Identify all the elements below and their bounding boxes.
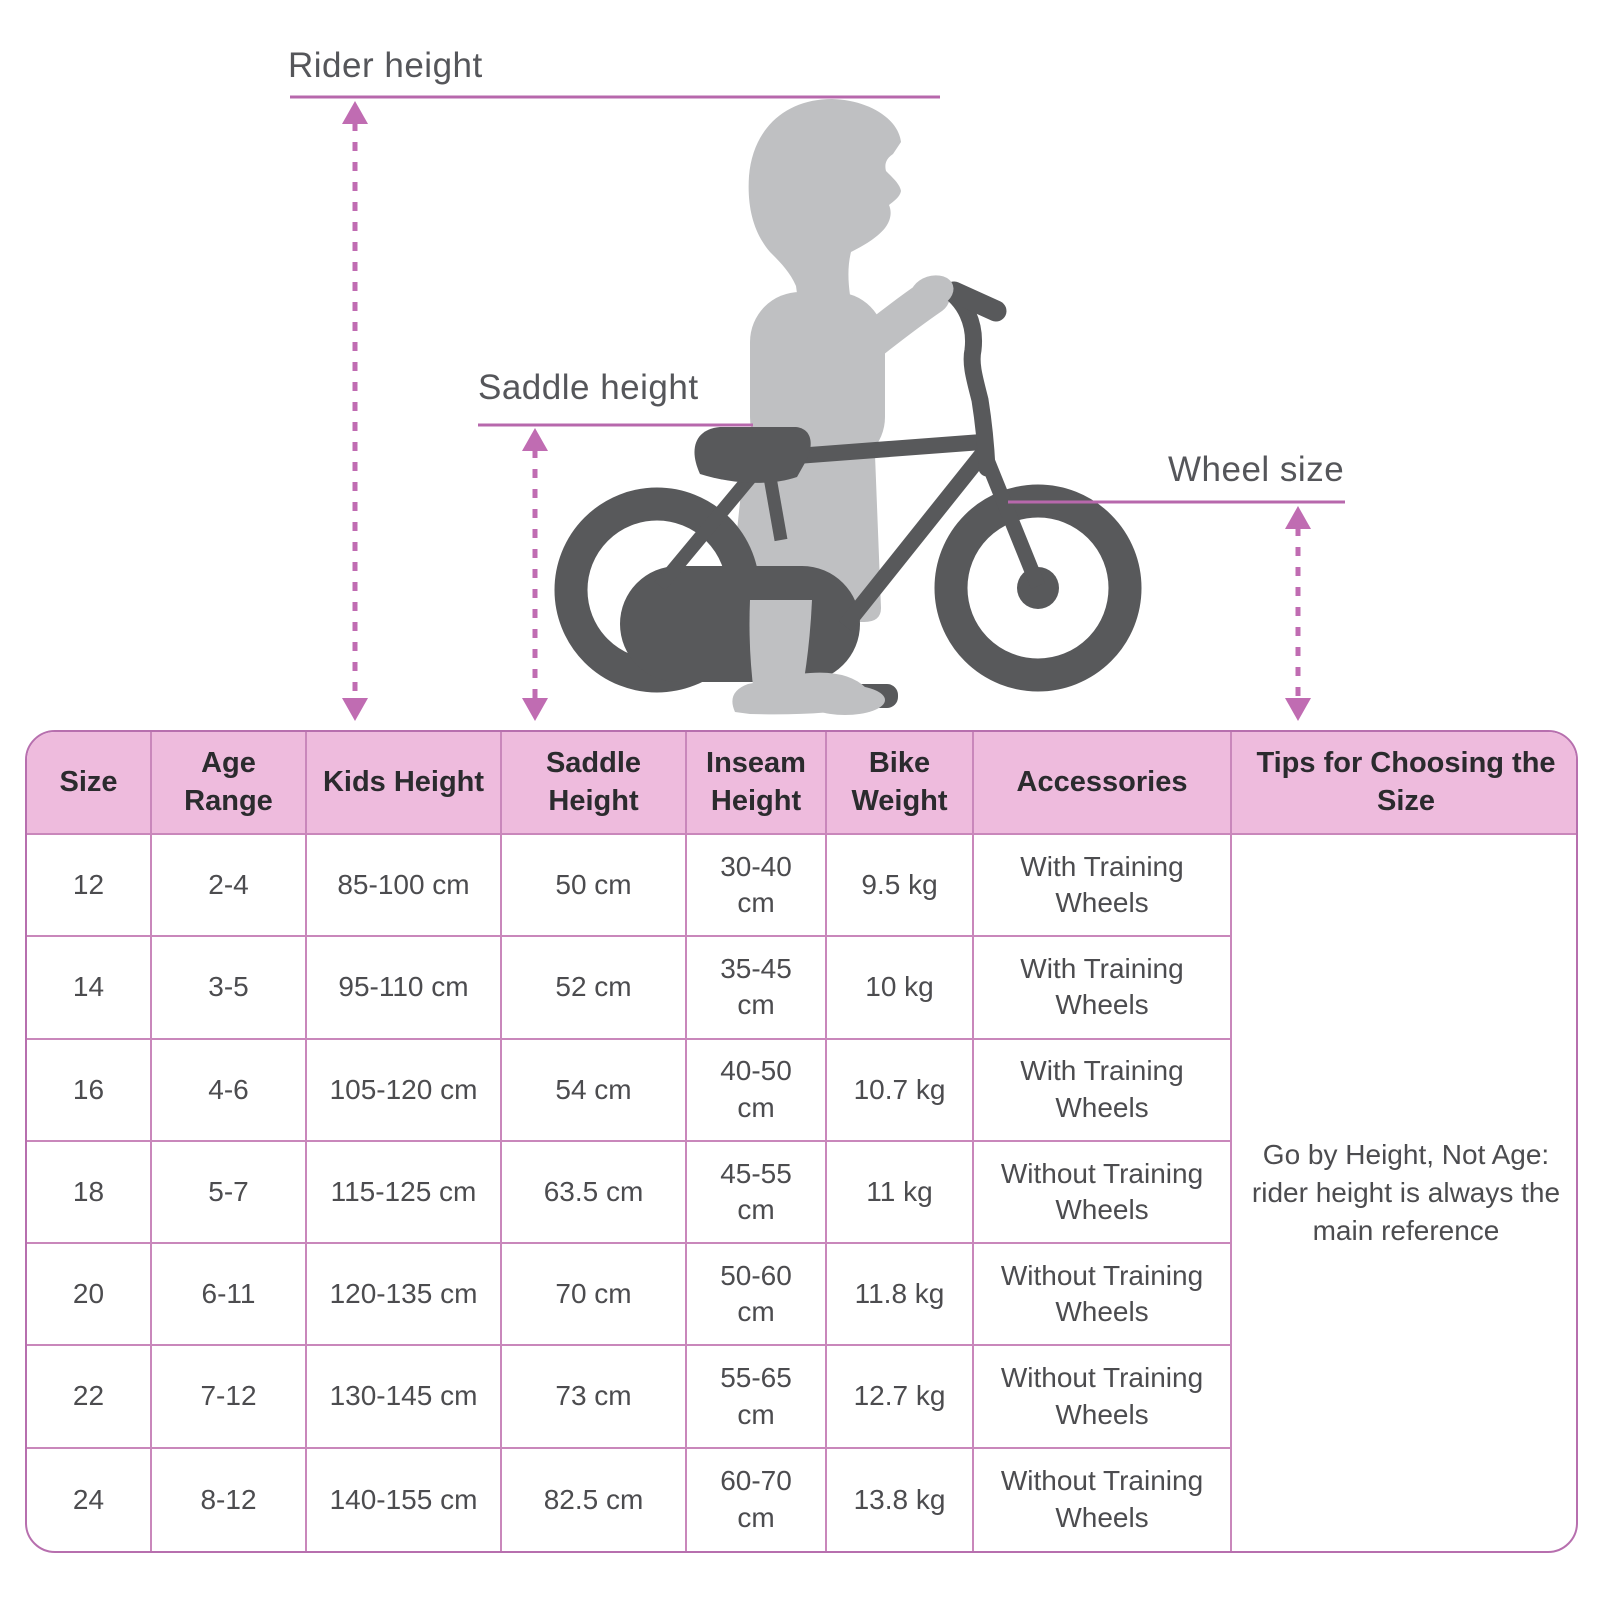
rider-height-label: Rider height (288, 46, 483, 85)
arrow-heads (342, 101, 1311, 721)
cell-saddle-height: 82.5 cm (502, 1448, 687, 1551)
cell-kids-height: 105-120 cm (307, 1039, 502, 1142)
cell-size: 12 (27, 835, 152, 938)
header-kids-height: Kids Height (307, 732, 502, 835)
cell-saddle-height: 54 cm (502, 1039, 687, 1142)
cell-size: 18 (27, 1141, 152, 1245)
cell-inseam-height: 60-70 cm (687, 1448, 827, 1551)
cell-size: 14 (27, 937, 152, 1040)
cell-inseam-height: 55-65 cm (687, 1346, 827, 1449)
cell-accessories: Without Training Wheels (974, 1448, 1232, 1551)
cell-bike-weight: 9.5 kg (827, 835, 974, 938)
cell-age-range: 3-5 (152, 937, 307, 1040)
header-accessories: Accessories (974, 732, 1232, 835)
cell-inseam-height: 35-45 cm (687, 937, 827, 1040)
cell-bike-weight: 10 kg (827, 937, 974, 1040)
handlebar-grip (943, 281, 1007, 322)
child-leg (749, 600, 812, 694)
wheel-size-label: Wheel size (1168, 450, 1345, 489)
cell-bike-weight: 10.7 kg (827, 1039, 974, 1142)
cell-age-range: 2-4 (152, 835, 307, 938)
cell-size: 22 (27, 1346, 152, 1449)
child-shoe (732, 672, 874, 715)
header-bike-weight: Bike Weight (827, 732, 974, 835)
cell-accessories: With Training Wheels (974, 937, 1232, 1040)
cell-age-range: 7-12 (152, 1346, 307, 1449)
measure-lines (290, 95, 1345, 504)
tips-cell: Go by Height, Not Age: rider height is a… (1251, 1139, 1561, 1246)
size-table: Size Age Range Kids Height Saddle Height… (25, 730, 1578, 1553)
cell-age-range: 4-6 (152, 1039, 307, 1142)
cell-inseam-height: 50-60 cm (687, 1244, 827, 1347)
cell-accessories: With Training Wheels (974, 835, 1232, 938)
cell-kids-height: 130-145 cm (307, 1346, 502, 1449)
header-tips: Tips for Choosing the Size (1232, 732, 1576, 835)
bike-silhouette (554, 278, 1142, 708)
saddle-height-label: Saddle height (478, 368, 699, 407)
cell-accessories: Without Training Wheels (974, 1346, 1232, 1449)
header-inseam-height: Inseam Height (687, 732, 827, 835)
header-size: Size (27, 732, 152, 835)
cell-bike-weight: 12.7 kg (827, 1346, 974, 1449)
cell-age-range: 8-12 (152, 1448, 307, 1551)
cell-inseam-height: 30-40 cm (687, 835, 827, 938)
cell-age-range: 5-7 (152, 1141, 307, 1245)
cell-size: 16 (27, 1039, 152, 1142)
header-age-range: Age Range (152, 732, 307, 835)
child-hand (910, 275, 954, 309)
handlebar (934, 278, 996, 477)
cell-inseam-height: 40-50 cm (687, 1039, 827, 1142)
cell-inseam-height: 45-55 cm (687, 1141, 827, 1245)
chain-guard (620, 566, 860, 682)
down-tube (838, 447, 991, 631)
cell-size: 20 (27, 1244, 152, 1347)
measure-arrows (352, 122, 1301, 698)
cell-kids-height: 115-125 cm (307, 1141, 502, 1245)
child-head (748, 99, 901, 316)
cell-saddle-height: 63.5 cm (502, 1141, 687, 1245)
cell-accessories: Without Training Wheels (974, 1244, 1232, 1347)
cell-accessories: Without Training Wheels (974, 1141, 1232, 1245)
cell-kids-height: 140-155 cm (307, 1448, 502, 1551)
cell-kids-height: 120-135 cm (307, 1244, 502, 1347)
saddle (694, 427, 811, 483)
cell-bike-weight: 13.8 kg (827, 1448, 974, 1551)
cell-saddle-height: 50 cm (502, 835, 687, 938)
cell-age-range: 6-11 (152, 1244, 307, 1347)
cell-saddle-height: 73 cm (502, 1346, 687, 1449)
cell-kids-height: 95-110 cm (307, 937, 502, 1040)
cell-saddle-height: 52 cm (502, 937, 687, 1040)
bike-size-illustration (290, 95, 1345, 721)
fork (978, 452, 1045, 589)
cell-bike-weight: 11 kg (827, 1141, 974, 1245)
header-saddle-height: Saddle Height (502, 732, 687, 835)
cell-accessories: With Training Wheels (974, 1039, 1232, 1142)
cell-size: 24 (27, 1448, 152, 1551)
cell-saddle-height: 70 cm (502, 1244, 687, 1347)
cell-kids-height: 85-100 cm (307, 835, 502, 938)
cell-bike-weight: 11.8 kg (827, 1244, 974, 1347)
child-foreground (732, 275, 954, 715)
